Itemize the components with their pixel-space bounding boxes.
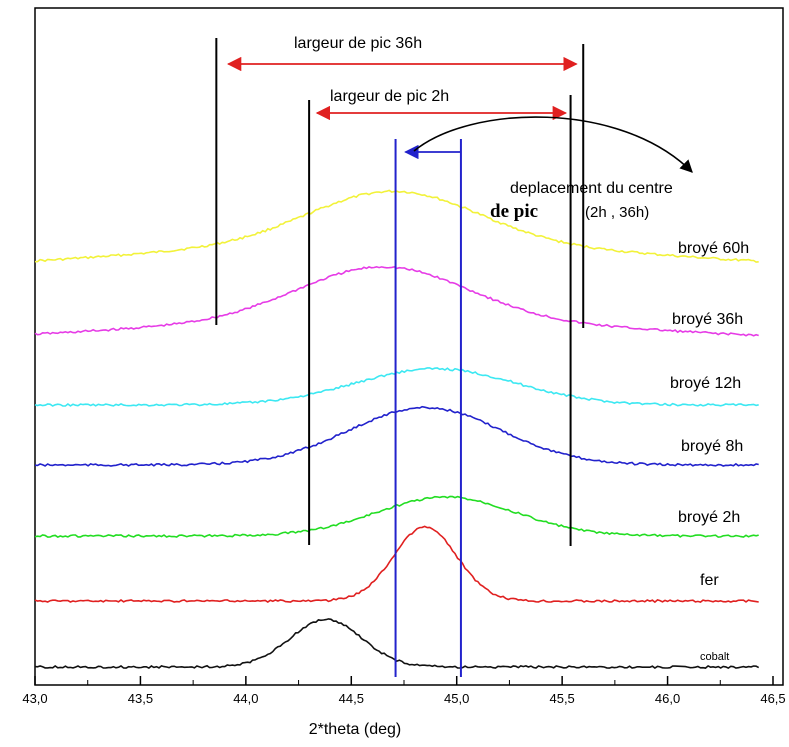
annotation-layer: largeur de pic 36h largeur de pic 2h depla… (216, 35, 692, 677)
x-tick-label: 43,0 (22, 691, 47, 706)
shift-label-serif: de pic (490, 201, 538, 222)
series-label: broyé 36h (672, 311, 743, 328)
x-tick-label: 44,0 (233, 691, 258, 706)
series-line (35, 619, 759, 668)
shift-label-range: (2h , 36h) (585, 204, 649, 221)
width-2h-label: largeur de pic 2h (330, 88, 449, 105)
x-tick-label: 43,5 (128, 691, 153, 706)
series-label: broyé 12h (670, 375, 741, 392)
series-layer (35, 190, 759, 668)
series-line (35, 496, 759, 537)
series-line (35, 526, 759, 602)
series-label: broyé 2h (678, 509, 740, 526)
series-line (35, 368, 759, 406)
series-label: broyé 8h (681, 438, 743, 455)
series-label: fer (700, 572, 719, 589)
label-layer: broyé 60h broyé 36h broyé 12h broyé 8h broyé… (670, 240, 749, 663)
x-tick-label: 45,5 (549, 691, 574, 706)
series-line (35, 267, 759, 336)
series-line (35, 407, 759, 466)
series-label: broyé 60h (678, 240, 749, 257)
x-axis-title: 2*theta (deg) (309, 721, 402, 738)
x-tick-label: 46,0 (655, 691, 680, 706)
x-axis: 43,0 43,5 44,0 44,5 45,0 45,5 46,0 46,5 (22, 676, 785, 706)
plot-frame (35, 8, 783, 685)
x-tick-label: 46,5 (760, 691, 785, 706)
shift-curve-arrow (414, 117, 692, 172)
series-label: cobalt (700, 651, 729, 663)
series-line (35, 190, 759, 262)
width-36h-label: largeur de pic 36h (294, 35, 422, 52)
shift-label-line1: deplacement du centre (510, 180, 673, 197)
x-tick-label: 45,0 (444, 691, 469, 706)
x-tick-label: 44,5 (339, 691, 364, 706)
